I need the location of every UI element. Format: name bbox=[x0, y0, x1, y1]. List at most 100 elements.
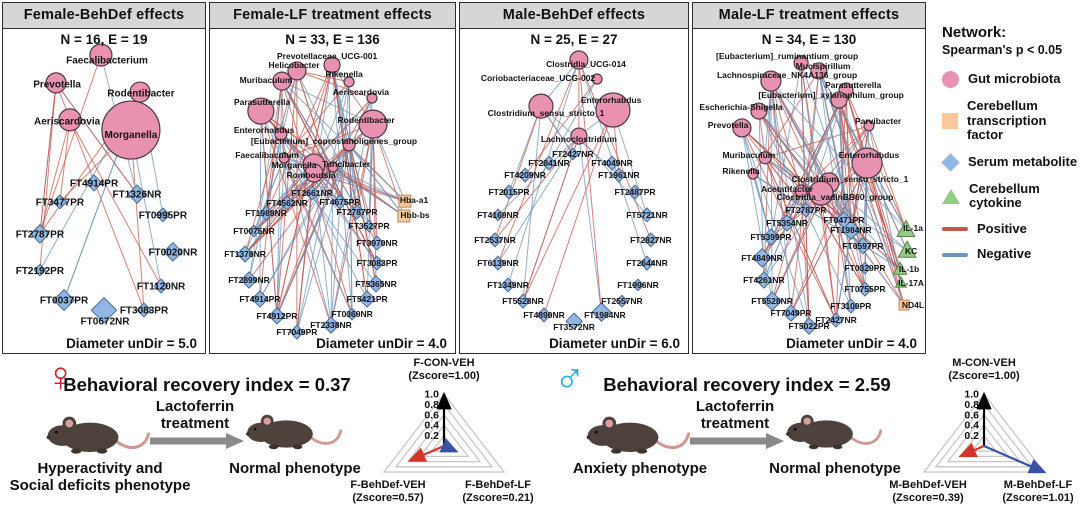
male-behavior-section: ♂ Behavioral recovery index = 2.59 Lactofe… bbox=[540, 354, 1080, 510]
cytokine-node bbox=[894, 276, 908, 288]
serum-metabolite-node bbox=[591, 302, 612, 322]
radar-gridline bbox=[946, 413, 1022, 463]
node-label: Lachnospiraceae_NK4A136_group bbox=[717, 70, 857, 80]
positive-edge bbox=[331, 64, 368, 300]
node-label: Mucispirillum bbox=[796, 61, 851, 71]
negative-edge bbox=[818, 70, 905, 306]
serum-metabolite-node bbox=[762, 228, 780, 246]
behavioral-recovery-index: Behavioral recovery index = 2.59 bbox=[603, 374, 891, 395]
node-label: FT2557NR bbox=[601, 296, 643, 306]
node-label: Hba-a1 bbox=[400, 195, 429, 205]
serum-metabolite-node bbox=[268, 307, 286, 325]
node-label: Lachnoclostridium bbox=[541, 134, 617, 144]
after-mouse bbox=[780, 402, 884, 463]
behavioral-recovery-index: Behavioral recovery index = 0.37 bbox=[63, 374, 351, 395]
node-label: FT4169NR bbox=[477, 210, 519, 220]
mouse-eye bbox=[793, 427, 797, 431]
node-label: Clostridium_sensu_stricto_1 bbox=[488, 108, 605, 118]
positive-edge bbox=[522, 135, 580, 302]
mouse-eye bbox=[594, 430, 598, 434]
radar-axis-label: M-BehDef-LF bbox=[1004, 479, 1073, 491]
mouse-tail bbox=[114, 432, 151, 450]
node-label: FT2537NR bbox=[474, 235, 516, 245]
legend-item: Negative bbox=[942, 247, 1078, 262]
mouse-nose bbox=[786, 432, 790, 436]
node-label: Romboutsia bbox=[286, 170, 335, 180]
positive-edge bbox=[313, 172, 378, 264]
positive-edge bbox=[244, 172, 315, 255]
gut-microbiota-node bbox=[794, 184, 808, 198]
node-label: FT5528NR bbox=[751, 296, 793, 306]
radar-axis-sublabel: (Zscore=0.39) bbox=[892, 492, 964, 504]
node-label: FT0471PR bbox=[823, 215, 864, 225]
treatment-label: Lactoferrin treatment bbox=[135, 398, 255, 433]
before-mouse bbox=[580, 406, 692, 465]
radar-axis-label: F-BehDef-VEH bbox=[350, 479, 425, 491]
serum-metabolite-node bbox=[487, 232, 503, 248]
legend-subtitle: Spearman's p < 0.05 bbox=[942, 43, 1063, 57]
node-label: Parvibacter bbox=[855, 116, 902, 126]
negative-edge bbox=[283, 157, 377, 285]
node-label: FT6139NR bbox=[477, 258, 519, 268]
serum-metabolite-node bbox=[857, 281, 873, 297]
serum-metabolite-node bbox=[362, 219, 376, 233]
negative-edge bbox=[244, 164, 315, 255]
negative-edge bbox=[244, 157, 285, 255]
negative-edge bbox=[548, 78, 598, 164]
caption-line: Anxiety phenotype bbox=[572, 460, 708, 477]
gut-microbiota-node bbox=[247, 97, 275, 125]
node-label: FT3572NR bbox=[553, 322, 595, 332]
mouse-foot bbox=[636, 448, 648, 454]
node-label: FT2787PR bbox=[785, 205, 826, 215]
positive-edge bbox=[764, 157, 837, 321]
node-label: FT1120NR bbox=[137, 282, 186, 293]
node-label: Clostridia_vadinBB60_group bbox=[777, 192, 894, 202]
gut-microbiota-node bbox=[750, 102, 768, 120]
positive-edge bbox=[296, 70, 373, 99]
serum-metabolite-node bbox=[30, 224, 50, 244]
panel-title: Male-LF treatment effects bbox=[693, 3, 925, 29]
mouse-body bbox=[260, 420, 313, 448]
serum-metabolite-node bbox=[631, 278, 645, 292]
node-label: FT0995PR bbox=[139, 211, 188, 222]
after-phenotype-caption: Normal phenotype bbox=[740, 460, 930, 477]
node-label: FT2644NR bbox=[626, 258, 668, 268]
positive-edge bbox=[838, 100, 852, 231]
after-mouse bbox=[240, 402, 344, 463]
node-label: Clostridium_sensu_stricto_1 bbox=[792, 174, 909, 184]
node-label: Prevotella bbox=[708, 120, 749, 130]
negative-edge bbox=[296, 144, 350, 333]
node-label: FT2015PR bbox=[488, 187, 529, 197]
negative-edge bbox=[296, 70, 370, 227]
mouse-body bbox=[61, 422, 119, 452]
node-label: FT0369NR bbox=[331, 309, 373, 319]
serum-metabolite-node bbox=[349, 204, 365, 220]
node-label: FT2487PR bbox=[614, 187, 655, 197]
node-label: FT3083PR bbox=[356, 258, 397, 268]
radar-tick-label: 1.0 bbox=[424, 389, 439, 401]
node-label: FT4890NR bbox=[523, 310, 565, 320]
node-label: FT7049PR bbox=[276, 327, 317, 337]
serum-metabolite-node bbox=[236, 245, 254, 263]
radar-tick-label: 0.6 bbox=[424, 409, 439, 421]
cytokine-node bbox=[892, 261, 908, 275]
arrow-label-line: treatment bbox=[700, 415, 770, 433]
radar-tick-label: 0.4 bbox=[424, 420, 439, 432]
gut-microbiota-node bbox=[287, 61, 307, 81]
negative-edge bbox=[786, 89, 847, 224]
behavior-summary-row: ♀ Behavioral recovery index = 0.37 Lactofe… bbox=[0, 354, 1080, 510]
serum-metabolite-node bbox=[345, 307, 359, 321]
node-label: FT2338NR bbox=[310, 320, 352, 330]
radar-axis-label: F-CON-VEH bbox=[413, 357, 474, 369]
positive-edge bbox=[244, 70, 298, 255]
caption-line: Hyperactivity and bbox=[37, 460, 163, 477]
node-label: FT0037PR bbox=[40, 296, 89, 307]
positive-edge bbox=[260, 110, 332, 326]
negative-edge bbox=[752, 173, 901, 270]
node-label: Morganella bbox=[105, 130, 158, 141]
radar-axis-sublabel: (Zscore=0.21) bbox=[462, 492, 534, 504]
node-label: FT4209NR bbox=[504, 170, 546, 180]
serum-metabolite-node bbox=[367, 275, 385, 293]
positive-edge bbox=[494, 135, 580, 241]
